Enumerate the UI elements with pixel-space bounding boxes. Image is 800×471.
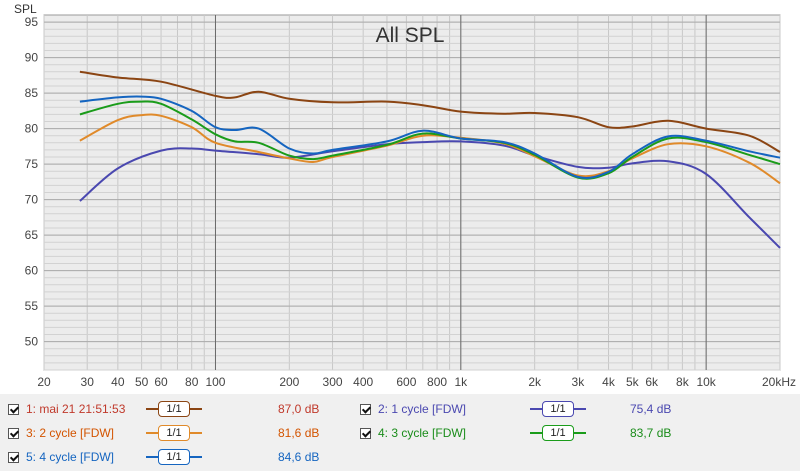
- legend-smoothing-3[interactable]: 1/1: [158, 425, 190, 441]
- x-tick-60: 60: [154, 375, 168, 389]
- legend-name-4: 4: 3 cycle [FDW]: [378, 426, 467, 440]
- series-line-5: [79, 95, 781, 179]
- x-tick-10k: 10k: [696, 375, 716, 389]
- series-line-4: [79, 100, 781, 180]
- x-tick-400: 400: [353, 375, 373, 389]
- legend-value-5: 84,6 dB: [278, 450, 320, 464]
- x-tick-3k: 3k: [572, 375, 586, 389]
- chart-title: All SPL: [376, 24, 445, 47]
- legend-smoothing-4[interactable]: 1/1: [542, 425, 574, 441]
- y-tick-75: 75: [25, 157, 39, 171]
- legend-name-2: 2: 1 cycle [FDW]: [378, 402, 467, 416]
- legend-checkbox-4[interactable]: [360, 427, 371, 439]
- legend-item-5[interactable]: 5: 4 cycle [FDW] 1/1 84,6 dB: [8, 447, 319, 467]
- legend-checkbox-3[interactable]: [8, 427, 19, 439]
- legend-smoothing-1[interactable]: 1/1: [158, 401, 190, 417]
- legend-name-3: 3: 2 cycle [FDW]: [26, 426, 115, 440]
- legend-checkbox-1[interactable]: [8, 403, 19, 415]
- y-tick-90: 90: [25, 51, 39, 65]
- legend-name-1: 1: mai 21 21:51:53: [26, 402, 126, 416]
- y-tick-55: 55: [25, 299, 39, 313]
- x-tick-600: 600: [396, 375, 416, 389]
- legend-smoothing-2[interactable]: 1/1: [542, 401, 574, 417]
- legend-item-3[interactable]: 3: 2 cycle [FDW] 1/1 81,6 dB: [8, 423, 319, 443]
- y-tick-60: 60: [25, 264, 39, 278]
- x-tick-5k: 5k: [626, 375, 640, 389]
- legend-item-1[interactable]: 1: mai 21 21:51:53 1/1 87,0 dB: [8, 399, 319, 419]
- x-tick-100: 100: [205, 375, 225, 389]
- x-tick-300: 300: [323, 375, 343, 389]
- legend-item-4[interactable]: 4: 3 cycle [FDW] 1/1 83,7 dB: [360, 423, 671, 443]
- y-tick-labels: 50 55 60 65 70 75 80 85 90 95: [25, 15, 39, 349]
- x-tick-6k: 6k: [645, 375, 659, 389]
- x-tick-20kHz: 20kHz: [762, 375, 796, 389]
- legend-panel: 1: mai 21 21:51:53 1/1 87,0 dB 2: 1 cycl…: [0, 394, 800, 471]
- x-tick-800: 800: [427, 375, 447, 389]
- x-tick-4k: 4k: [602, 375, 616, 389]
- series-line-2: [79, 140, 781, 249]
- x-tick-20: 20: [37, 375, 51, 389]
- y-tick-95: 95: [25, 15, 39, 29]
- x-tick-200: 200: [279, 375, 299, 389]
- y-tick-50: 50: [25, 335, 39, 349]
- spl-chart: 50 55 60 65 70 75 80 85 90 95 20 30 40 50 60 80 100 200 3…: [14, 2, 796, 389]
- major-gridlines: [44, 15, 780, 370]
- legend-value-3: 81,6 dB: [278, 426, 320, 440]
- legend-name-5: 5: 4 cycle [FDW]: [26, 450, 115, 464]
- legend-checkbox-2[interactable]: [360, 403, 371, 415]
- x-tick-8k: 8k: [676, 375, 690, 389]
- x-tick-1k: 1k: [454, 375, 468, 389]
- y-tick-70: 70: [25, 193, 39, 207]
- series-line-3: [79, 113, 781, 185]
- legend-item-2[interactable]: 2: 1 cycle [FDW] 1/1 75,4 dB: [360, 399, 671, 419]
- x-tick-40: 40: [111, 375, 125, 389]
- x-tick-50: 50: [135, 375, 149, 389]
- series-layer: [79, 70, 781, 249]
- y-tick-65: 65: [25, 228, 39, 242]
- x-tick-30: 30: [81, 375, 95, 389]
- y-axis-label: SPL: [14, 2, 37, 16]
- x-tick-labels: 20 30 40 50 60 80 100 200 300 400 600 800 1k 2k 3k 4k 5k…: [37, 375, 796, 389]
- series-line-1: [79, 70, 781, 153]
- legend-value-4: 83,7 dB: [630, 426, 672, 440]
- x-tick-2k: 2k: [528, 375, 542, 389]
- y-tick-80: 80: [25, 122, 39, 136]
- legend-value-1: 87,0 dB: [278, 402, 320, 416]
- y-tick-85: 85: [25, 86, 39, 100]
- x-tick-80: 80: [185, 375, 199, 389]
- legend-value-2: 75,4 dB: [630, 402, 672, 416]
- legend-checkbox-5[interactable]: [8, 451, 19, 463]
- legend-smoothing-5[interactable]: 1/1: [158, 449, 190, 465]
